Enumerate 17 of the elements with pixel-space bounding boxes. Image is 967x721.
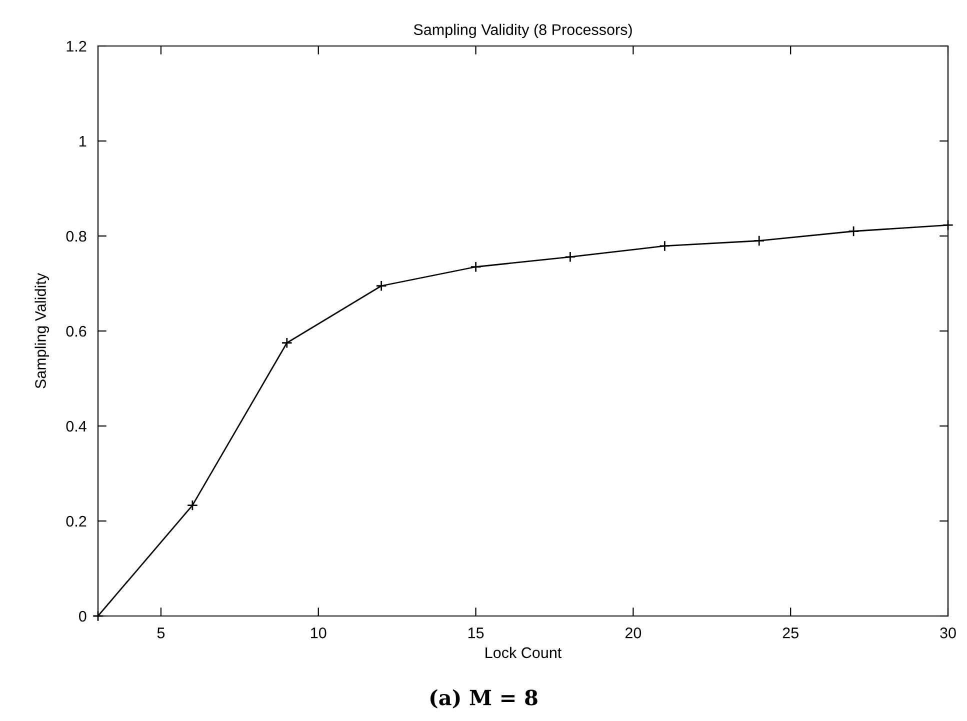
y-tick-label: 1: [80, 136, 86, 147]
x-tick-label: 15: [468, 628, 484, 638]
text: (a) M = 8: [430, 689, 538, 708]
x-tick-label: 25: [782, 628, 798, 638]
y-tick-label: 0.4: [66, 420, 86, 432]
y-tick-label: 0.8: [66, 230, 86, 242]
x-tick-label: 30: [940, 628, 956, 638]
chart-title: Sampling Validity (8 Processors): [414, 24, 632, 38]
x-tick-label: 10: [311, 628, 326, 638]
x-tick-label: 20: [625, 628, 642, 638]
x-axis-title: Lock Count: [486, 646, 562, 658]
y-tick-label: 1.2: [66, 40, 86, 52]
y-axis-title: Sampling Validity: [34, 272, 49, 388]
y-tick-label: 0.2: [66, 516, 86, 527]
y-tick-label: 0.6: [66, 326, 86, 337]
x-tick-label: 5: [157, 628, 165, 638]
y-tick-label: 0: [78, 610, 86, 622]
